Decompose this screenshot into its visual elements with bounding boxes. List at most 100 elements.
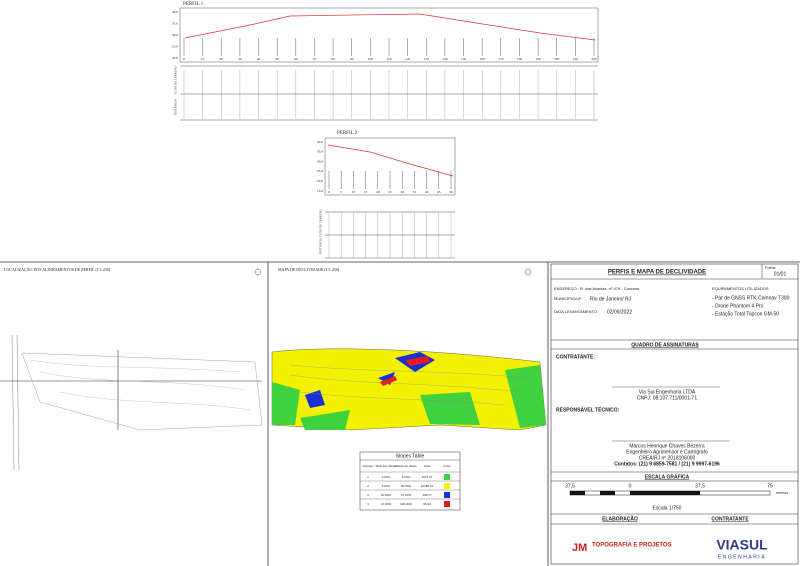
table-cell: 2 [367,484,369,488]
y-tick-label: 30.0 [317,159,323,163]
field-label: RESPONSÁVEL TÉCNICO: [556,405,620,413]
row-label: COTA DO TERRENO [174,65,178,93]
field-label: ENDEREÇO: [554,286,578,291]
signature-crea: CREA/RJ nº 2018106000 [639,455,696,461]
field-label: CONTRATANTE: [556,354,595,360]
color-swatch [444,483,450,489]
x-tick-label: 110 [386,57,391,61]
table-cell: 30.00% [401,484,412,488]
table-header: Area [424,464,431,468]
x-tick-label: 20 [376,190,380,194]
x-tick-label: 30 [238,57,242,61]
section-title: ESCALA GRÁFICA [645,473,690,480]
y-tick-label: 35.0 [172,21,178,25]
y-tick-label: 15.0 [317,189,323,193]
x-tick-label: 35 [413,190,417,194]
table-cell: 47.00% [401,493,412,497]
table-cell: 5.00% [382,484,391,488]
x-tick-label: 160 [480,57,486,61]
x-tick-label: 50 [275,57,279,61]
x-tick-label: 0 [183,57,185,61]
x-tick-label: 10 [201,57,205,61]
scale-tick: 37,5 [695,483,705,489]
table-title: Slopes Table [396,453,425,459]
y-tick-label: 40.0 [317,140,323,144]
y-tick-label: 35.0 [317,150,323,154]
scale-tick: 37,5 [565,483,575,489]
field-label: DATA LEVANTAMENTO: [554,309,598,314]
row-label: COTA DO TERRENO [319,208,323,236]
x-tick-label: 130 [424,57,430,61]
equipment-item: - Par de GNSS RTK Comnav T300 [712,295,790,301]
x-tick-label: 70 [313,57,317,61]
table-cell: 408.77 [422,493,432,497]
equipment-item: - Drone Phantom 4 Pro [712,303,764,309]
sheet-title: PERFIS E MAPA DE DECLIVIDADE [608,270,706,276]
slope-map: MAPA DE DECLIVIDADE (1/1.250) Slopes Tab… [271,267,547,511]
map-title: MAPA DE DECLIVIDADE (1/1.250) [278,267,340,272]
x-tick-label: 45 [437,190,441,194]
x-tick-label: 60 [294,57,298,61]
x-tick-label: 80 [331,57,335,61]
x-tick-label: 210 [573,57,579,61]
logo-text: VIASUL [716,537,768,553]
profile-1: PERFIL 1 [179,2,599,121]
y-tick-label: 25.0 [172,44,178,48]
row-label: DISTÂNCIA [173,98,178,115]
table-header: Minimum Slope [376,464,397,468]
logo-mark: JM [572,542,587,554]
table-cell: 5.00% [402,475,411,479]
x-tick-label: 50 [449,190,453,194]
profile-title: PERFIL 1 [183,2,204,7]
table-header: Maximum Slope [395,464,417,468]
x-tick-label: 10 [352,190,356,194]
field-value: Rio de Janeiro/ RJ [590,296,632,302]
logo-text: TOPOGRAFIA E PROJETOS [592,543,672,549]
section-title: QUADRO DE ASSINATURAS [631,342,699,348]
y-tick-label: 40.0 [172,10,178,14]
field-label: EQUIPAMENTOS UTILIZADOS [712,286,769,291]
signature-id: CNPJ: 08.107.711/0001-71 [637,395,697,401]
row-label: DISTÂNCIA [318,237,323,254]
y-tick-label: 25.0 [317,169,323,173]
x-tick-label: 30 [400,190,404,194]
profile-title: PERFIL 2 [337,131,358,136]
x-tick-label: 5 [340,190,342,194]
x-tick-label: 15 [364,190,368,194]
table-header: Number [363,464,374,468]
table-cell: 12150.21 [421,484,434,488]
x-tick-label: 0 [328,190,330,194]
signature-role: Engenheiro Agrimensor e Cartógrafo [626,449,708,455]
table-cell: 0.00% [382,475,391,479]
map-title: LOCALIZAÇÃO DOS ALINHAMENTOS DE PERFIL (… [4,267,111,272]
x-tick-label: 220 [591,57,597,61]
x-tick-label: 100 [368,57,374,61]
x-tick-label: 180 [517,57,523,61]
table-cell: 1 [367,475,369,479]
color-swatch [444,492,450,498]
x-tick-label: 150 [461,57,467,61]
x-tick-label: 90 [350,57,354,61]
x-tick-label: 140 [442,57,448,61]
section-title: ELABORAÇÃO [602,515,638,522]
signature-name: Via Sul Engenharia LTDA [639,389,696,395]
x-tick-label: 20 [220,57,224,61]
section-title: CONTRATANTE [711,516,749,522]
field-label: MUNICÍPIO/UF: [554,296,583,301]
sheet-label: Folha: [765,265,776,270]
scale-unit: metros [776,490,788,495]
table-cell: 4 [367,502,369,506]
x-tick-label: 200 [554,57,560,61]
color-swatch [444,501,450,507]
x-tick-label: 40 [257,57,261,61]
table-cell: 30.00% [381,493,392,497]
logo-subtext: ENGENHARIA [718,554,766,560]
table-cell: 100.00% [400,502,412,506]
field-value: R. das Acacias, nº 479 - Coroana [580,286,640,291]
x-tick-label: 120 [405,57,411,61]
y-tick-label: 30.0 [172,33,178,37]
x-tick-label: 40 [425,190,429,194]
signature-contacts: Contatos: (21) 9 6859-7581 / (21) 9 9997… [614,461,720,467]
y-tick-label: 20.0 [317,179,323,183]
